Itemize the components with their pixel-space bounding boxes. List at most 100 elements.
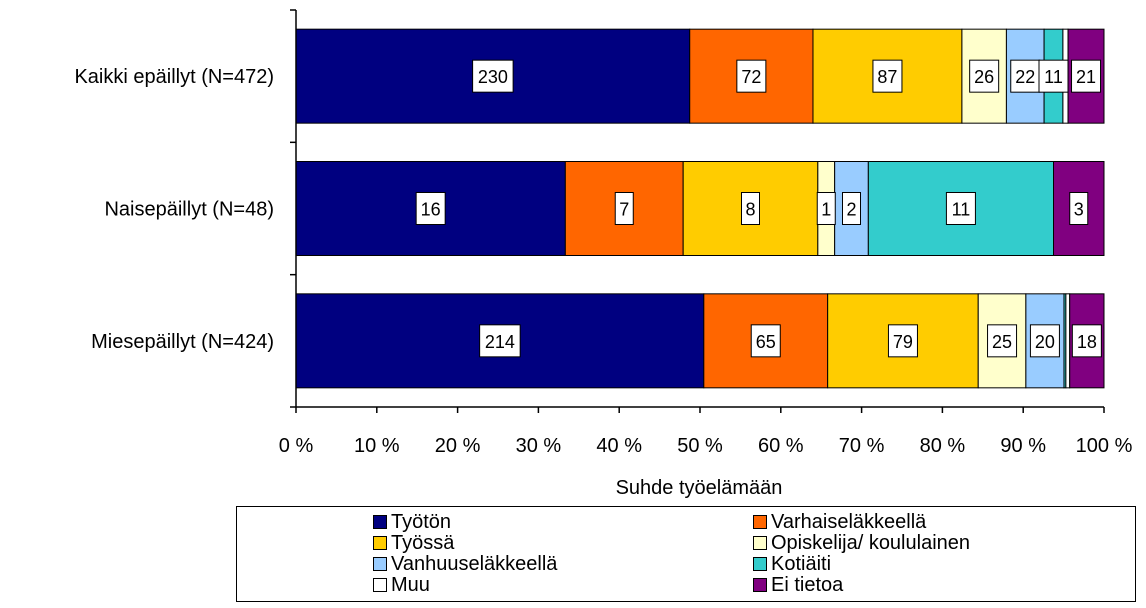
axis-layer: 0 % 10 % 20 % 30 % 40 % 50 % 60 % 70 % 80 % 90 % 1… xyxy=(74,9,1133,457)
data-label: 65 xyxy=(750,324,781,358)
data-label: 18 xyxy=(1071,324,1102,358)
data-label: 11 xyxy=(1038,59,1069,93)
legend-label: Työssä xyxy=(391,532,455,554)
data-label-text: 214 xyxy=(485,332,515,352)
data-label-text: 21 xyxy=(1076,67,1096,87)
x-tick-label: 20 % xyxy=(435,435,481,457)
data-label-text: 25 xyxy=(992,332,1012,352)
data-label-text: 11 xyxy=(1044,67,1063,87)
data-label-text: 18 xyxy=(1077,332,1097,352)
data-label-text: 11 xyxy=(952,200,971,220)
data-label-box xyxy=(969,59,1000,93)
data-label: 22 xyxy=(1010,59,1041,93)
x-tick-label: 100 % xyxy=(1076,435,1133,457)
legend: Työtön Varhaiseläkkeellä Työssä Opiskelija/… xyxy=(236,506,1136,602)
data-label-box xyxy=(987,324,1018,358)
legend-label: Työtön xyxy=(391,511,452,533)
data-label-text: 2 xyxy=(846,200,856,220)
legend-item: Työtön xyxy=(373,511,451,533)
data-label-box xyxy=(945,192,976,225)
data-label-text: 20 xyxy=(1035,332,1055,352)
category-label: Naisepäillyt (N=48) xyxy=(104,199,274,221)
category-label: Miesepäillyt (N=424) xyxy=(91,331,274,353)
data-label-text: 230 xyxy=(478,67,508,87)
x-tick-label: 50 % xyxy=(677,435,723,457)
data-label-box xyxy=(736,59,767,93)
data-label: 26 xyxy=(969,59,1000,93)
data-label-text: 79 xyxy=(893,332,913,352)
data-label-box xyxy=(887,324,918,358)
bar-segment xyxy=(1065,293,1071,389)
data-label-box xyxy=(1071,324,1102,358)
data-label-box xyxy=(1071,59,1102,93)
legend-swatch xyxy=(753,578,767,592)
data-label: 2 xyxy=(842,192,861,225)
legend-item: Varhaiseläkkeellä xyxy=(753,511,926,533)
data-label-box xyxy=(1069,192,1089,225)
x-tick-label: 60 % xyxy=(758,435,804,457)
legend-swatch xyxy=(373,557,387,571)
x-axis-title: Suhde työelämään xyxy=(616,477,783,499)
data-label-text: 26 xyxy=(974,67,994,87)
legend-swatch xyxy=(373,515,387,529)
x-tick-label: 70 % xyxy=(839,435,885,457)
data-label-box xyxy=(842,192,861,225)
legend-label: Ei tietoa xyxy=(771,574,844,596)
legend-swatch xyxy=(753,557,767,571)
data-label: 1 xyxy=(816,192,836,225)
legend-item: Opiskelija/ koululainen xyxy=(753,532,970,554)
data-label: 11 xyxy=(945,192,976,225)
data-label-text: 72 xyxy=(741,67,761,87)
legend-item: Ei tietoa xyxy=(753,574,843,596)
data-label-box xyxy=(750,324,781,358)
data-label-box xyxy=(415,192,446,225)
legend-swatch xyxy=(373,578,387,592)
data-label-box xyxy=(816,192,836,225)
data-label: 79 xyxy=(887,324,918,358)
data-label-box xyxy=(1010,59,1041,93)
data-label: 3 xyxy=(1069,192,1089,225)
legend-label: Muu xyxy=(391,574,430,596)
data-label-box xyxy=(1038,59,1069,93)
data-label-box xyxy=(472,59,514,93)
data-label-text: 3 xyxy=(1074,200,1084,220)
x-tick-label: 40 % xyxy=(596,435,642,457)
data-label: 230 xyxy=(472,59,514,93)
data-label-box xyxy=(479,324,521,358)
legend-item: Muu xyxy=(373,574,430,596)
data-label: 7 xyxy=(614,192,634,225)
legend-swatch xyxy=(373,536,387,550)
legend-swatch xyxy=(753,536,767,550)
data-label-text: 65 xyxy=(756,332,776,352)
legend-label: Varhaiseläkkeellä xyxy=(771,511,927,533)
data-label-text: 22 xyxy=(1015,67,1035,87)
data-label: 214 xyxy=(479,324,521,358)
data-label: 8 xyxy=(741,192,760,225)
data-label-box xyxy=(614,192,634,225)
data-label-box xyxy=(1029,324,1060,358)
x-tick-label: 90 % xyxy=(1000,435,1046,457)
data-label-text: 1 xyxy=(821,200,831,220)
legend-item: Työssä xyxy=(373,532,454,554)
legend-label: Kotiäiti xyxy=(771,553,832,575)
data-label: 21 xyxy=(1071,59,1102,93)
x-tick-label: 10 % xyxy=(354,435,400,457)
data-label-text: 87 xyxy=(877,67,897,87)
data-label-text: 8 xyxy=(745,200,755,220)
legend-item: Vanhuuseläkkeellä xyxy=(373,553,557,575)
data-label: 72 xyxy=(736,59,767,93)
data-label-text: 7 xyxy=(619,200,629,220)
data-label: 16 xyxy=(415,192,446,225)
data-label: 20 xyxy=(1029,324,1060,358)
category-label: Kaikki epäillyt (N=472) xyxy=(74,66,274,88)
data-label-box xyxy=(741,192,760,225)
data-label-text: 16 xyxy=(421,200,441,220)
legend-label: Opiskelija/ koululainen xyxy=(771,532,971,554)
data-label-box xyxy=(872,59,903,93)
data-label: 25 xyxy=(987,324,1018,358)
x-tick-label: 0 % xyxy=(279,435,314,457)
data-label: 87 xyxy=(872,59,903,93)
legend-item: Kotiäiti xyxy=(753,553,831,575)
